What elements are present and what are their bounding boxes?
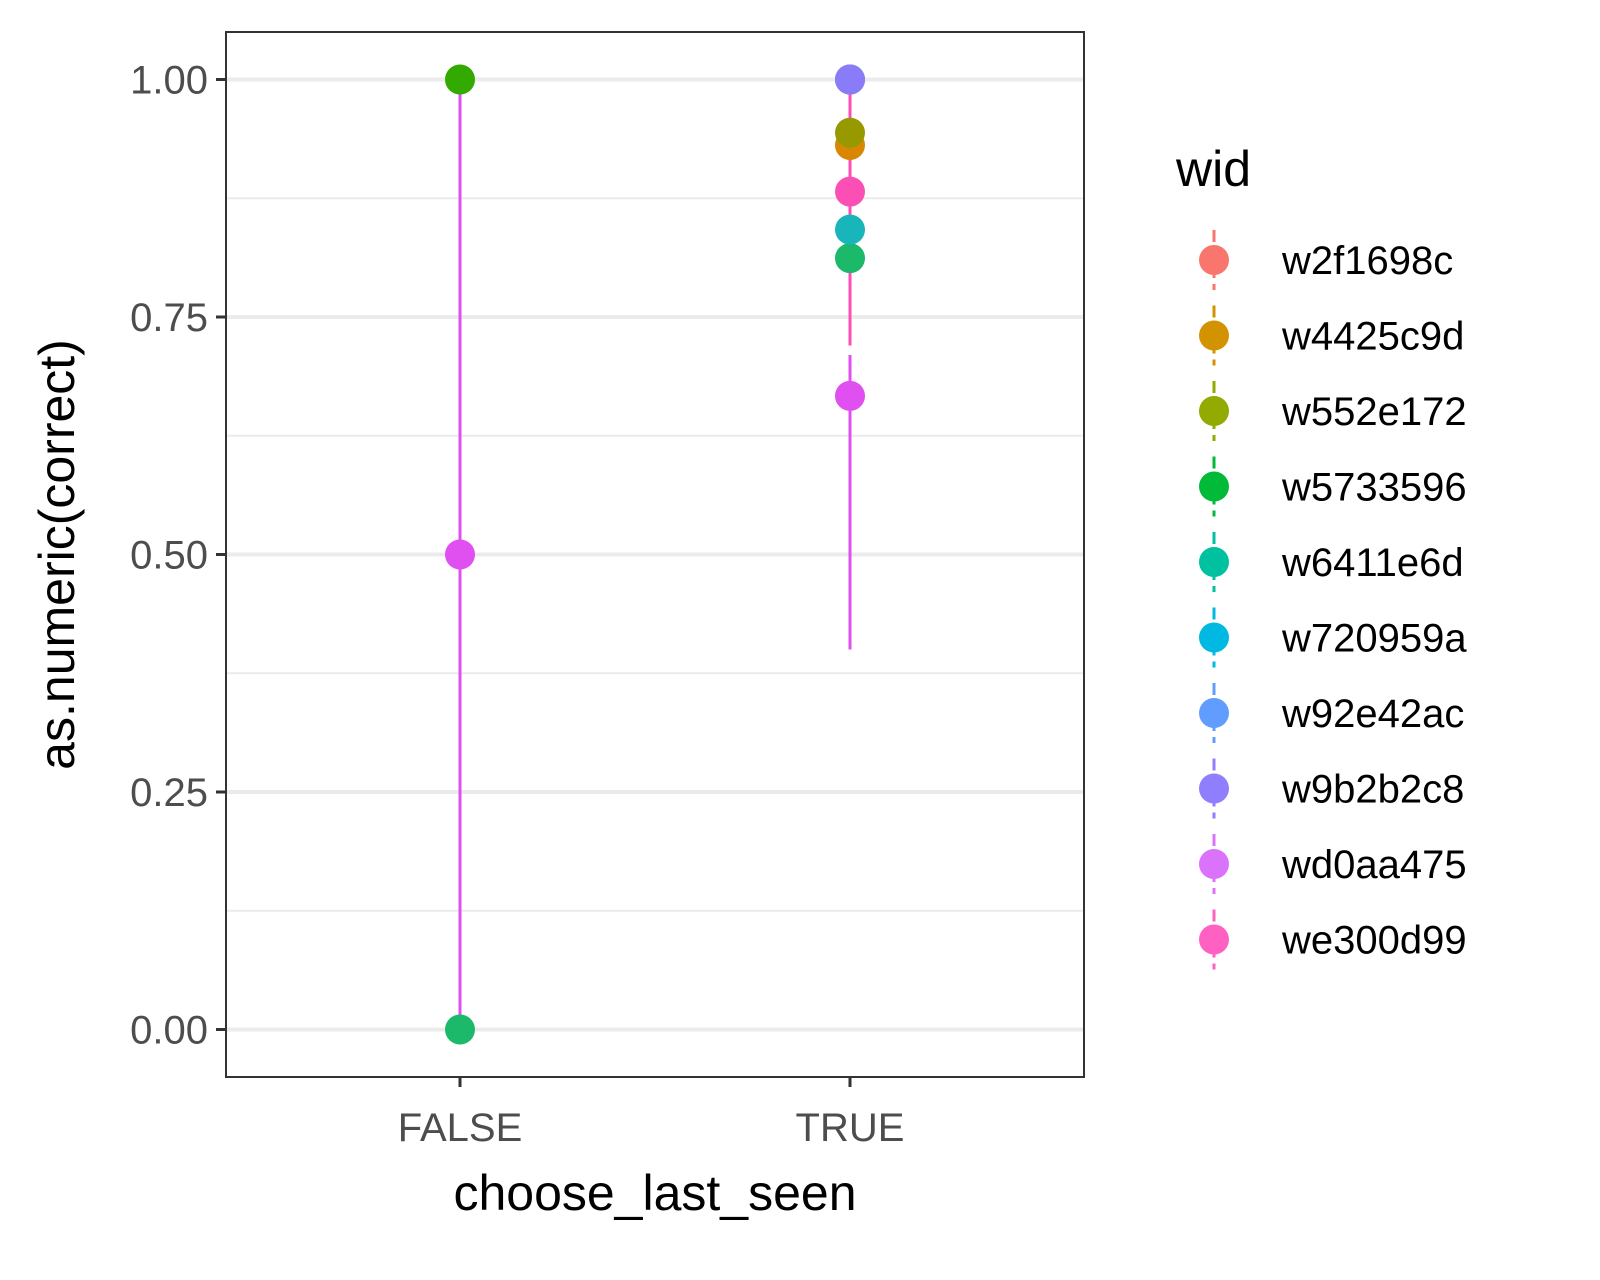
legend-item: w92e42ac <box>1199 683 1464 743</box>
data-points <box>445 64 865 1045</box>
point-w6411e6d <box>445 1014 475 1045</box>
legend-item: wd0aa475 <box>1199 834 1467 894</box>
legend-key-point <box>1199 320 1229 351</box>
y-tick-label: 0.25 <box>130 771 208 815</box>
x-tick-label: FALSE <box>398 1106 523 1150</box>
legend-key-point <box>1199 924 1229 955</box>
y-tick-label: 0.75 <box>130 296 208 340</box>
legend-label: wd0aa475 <box>1281 843 1467 887</box>
legend-label: w5733596 <box>1281 466 1467 510</box>
legend-label: w9b2b2c8 <box>1281 768 1464 812</box>
legend-label: we300d99 <box>1281 919 1467 963</box>
point-we300d99 <box>835 176 865 207</box>
legend-key-point <box>1199 245 1229 275</box>
legend-item: w6411e6d <box>1199 532 1464 592</box>
legend-key-point <box>1199 849 1229 879</box>
legend-key-point <box>1199 622 1229 653</box>
legend-item: we300d99 <box>1199 909 1467 970</box>
point-w552e172 <box>835 117 865 148</box>
point-w9b2b2c8 <box>835 64 865 95</box>
legend-label: w720959a <box>1281 617 1467 661</box>
y-axis-title: as.numeric(correct) <box>29 339 85 770</box>
point-w5733596 <box>445 64 475 95</box>
point-wd0aa475 <box>835 380 865 411</box>
legend-key-point <box>1199 396 1229 426</box>
legend-label: w92e42ac <box>1281 692 1464 736</box>
legend-label: w552e172 <box>1281 390 1467 434</box>
y-tick-label: 0.00 <box>130 1009 208 1053</box>
point-w720959a <box>835 214 865 245</box>
x-tick-label: TRUE <box>796 1106 905 1150</box>
legend-items: w2f1698c w4425c9d w552e172 w5733596 w6411e6d… <box>1199 230 1467 970</box>
legend: wid w2f1698c w4425c9d w552e172 w5733596 w641… <box>1175 141 1467 970</box>
legend-key-point <box>1199 773 1229 804</box>
legend-item: w9b2b2c8 <box>1199 758 1464 819</box>
legend-item: w5733596 <box>1199 456 1467 517</box>
x-axis: FALSE TRUE <box>398 1077 905 1150</box>
legend-label: w4425c9d <box>1281 315 1464 359</box>
x-axis-title: choose_last_seen <box>453 1165 856 1221</box>
grid-lines <box>226 77 1084 1032</box>
y-axis: 0.00 0.25 0.50 0.75 1.00 <box>130 59 226 1053</box>
legend-item: w552e172 <box>1199 381 1467 441</box>
legend-title: wid <box>1175 141 1251 197</box>
legend-key-point <box>1199 471 1229 502</box>
legend-key-point <box>1199 698 1229 728</box>
plot-panel <box>225 31 1085 1078</box>
legend-item: w720959a <box>1199 607 1467 668</box>
legend-label: w6411e6d <box>1281 541 1464 585</box>
legend-label: w2f1698c <box>1281 239 1453 283</box>
legend-key-point <box>1199 547 1229 577</box>
point-wd0aa475 <box>445 539 475 570</box>
point-w6411e6d <box>835 243 865 274</box>
y-tick-label: 1.00 <box>130 59 208 103</box>
legend-item: w4425c9d <box>1199 305 1464 366</box>
legend-item: w2f1698c <box>1199 230 1453 290</box>
y-tick-label: 0.50 <box>130 534 208 578</box>
